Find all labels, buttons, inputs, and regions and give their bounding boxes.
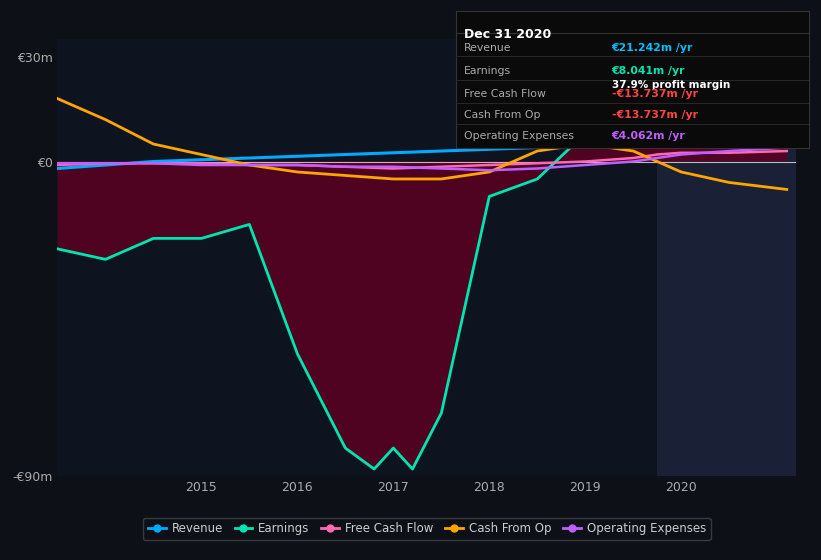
Text: €21.242m /yr: €21.242m /yr [612, 43, 693, 53]
Text: 37.9% profit margin: 37.9% profit margin [612, 80, 730, 90]
Bar [658, 39, 796, 476]
Legend: Revenue, Earnings, Free Cash Flow, Cash From Op, Operating Expenses: Revenue, Earnings, Free Cash Flow, Cash … [143, 517, 711, 540]
Text: -€13.737m /yr: -€13.737m /yr [612, 90, 698, 100]
Text: €8.041m /yr: €8.041m /yr [612, 66, 686, 76]
Text: €4.062m /yr: €4.062m /yr [612, 130, 686, 141]
Text: Cash From Op: Cash From Op [464, 110, 540, 120]
Text: Earnings: Earnings [464, 66, 511, 76]
Text: Revenue: Revenue [464, 43, 511, 53]
Text: Operating Expenses: Operating Expenses [464, 130, 574, 141]
Text: Free Cash Flow: Free Cash Flow [464, 90, 546, 100]
Text: Dec 31 2020: Dec 31 2020 [464, 28, 551, 41]
Text: -€13.737m /yr: -€13.737m /yr [612, 110, 698, 120]
